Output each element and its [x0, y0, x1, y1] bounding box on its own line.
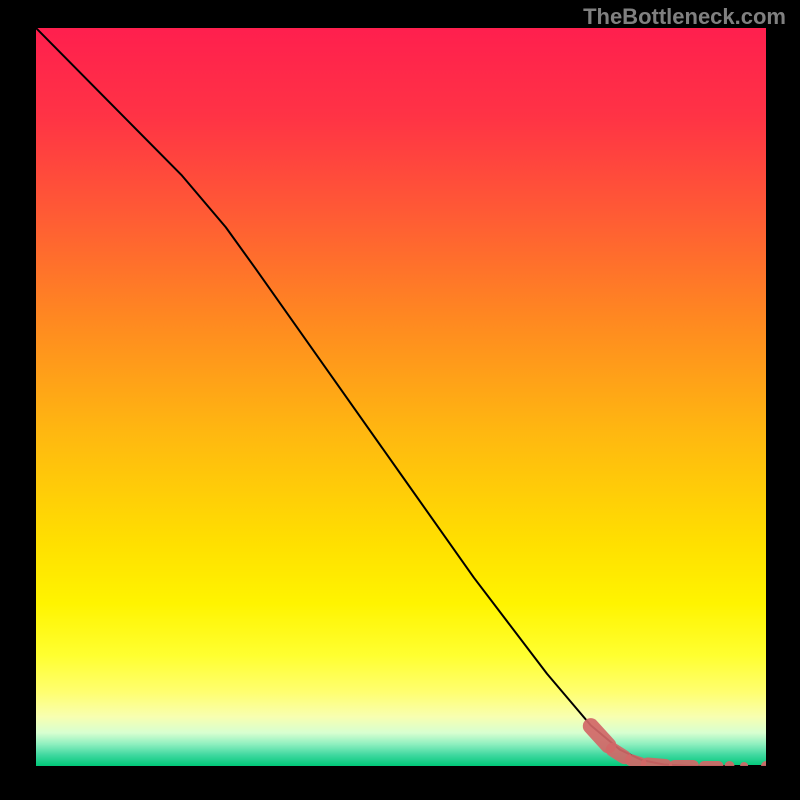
- marker-pill: [631, 760, 640, 763]
- bottleneck-chart: [36, 28, 766, 766]
- marker-pill: [648, 765, 666, 766]
- marker-pill: [613, 750, 625, 757]
- watermark-text: TheBottleneck.com: [583, 4, 786, 30]
